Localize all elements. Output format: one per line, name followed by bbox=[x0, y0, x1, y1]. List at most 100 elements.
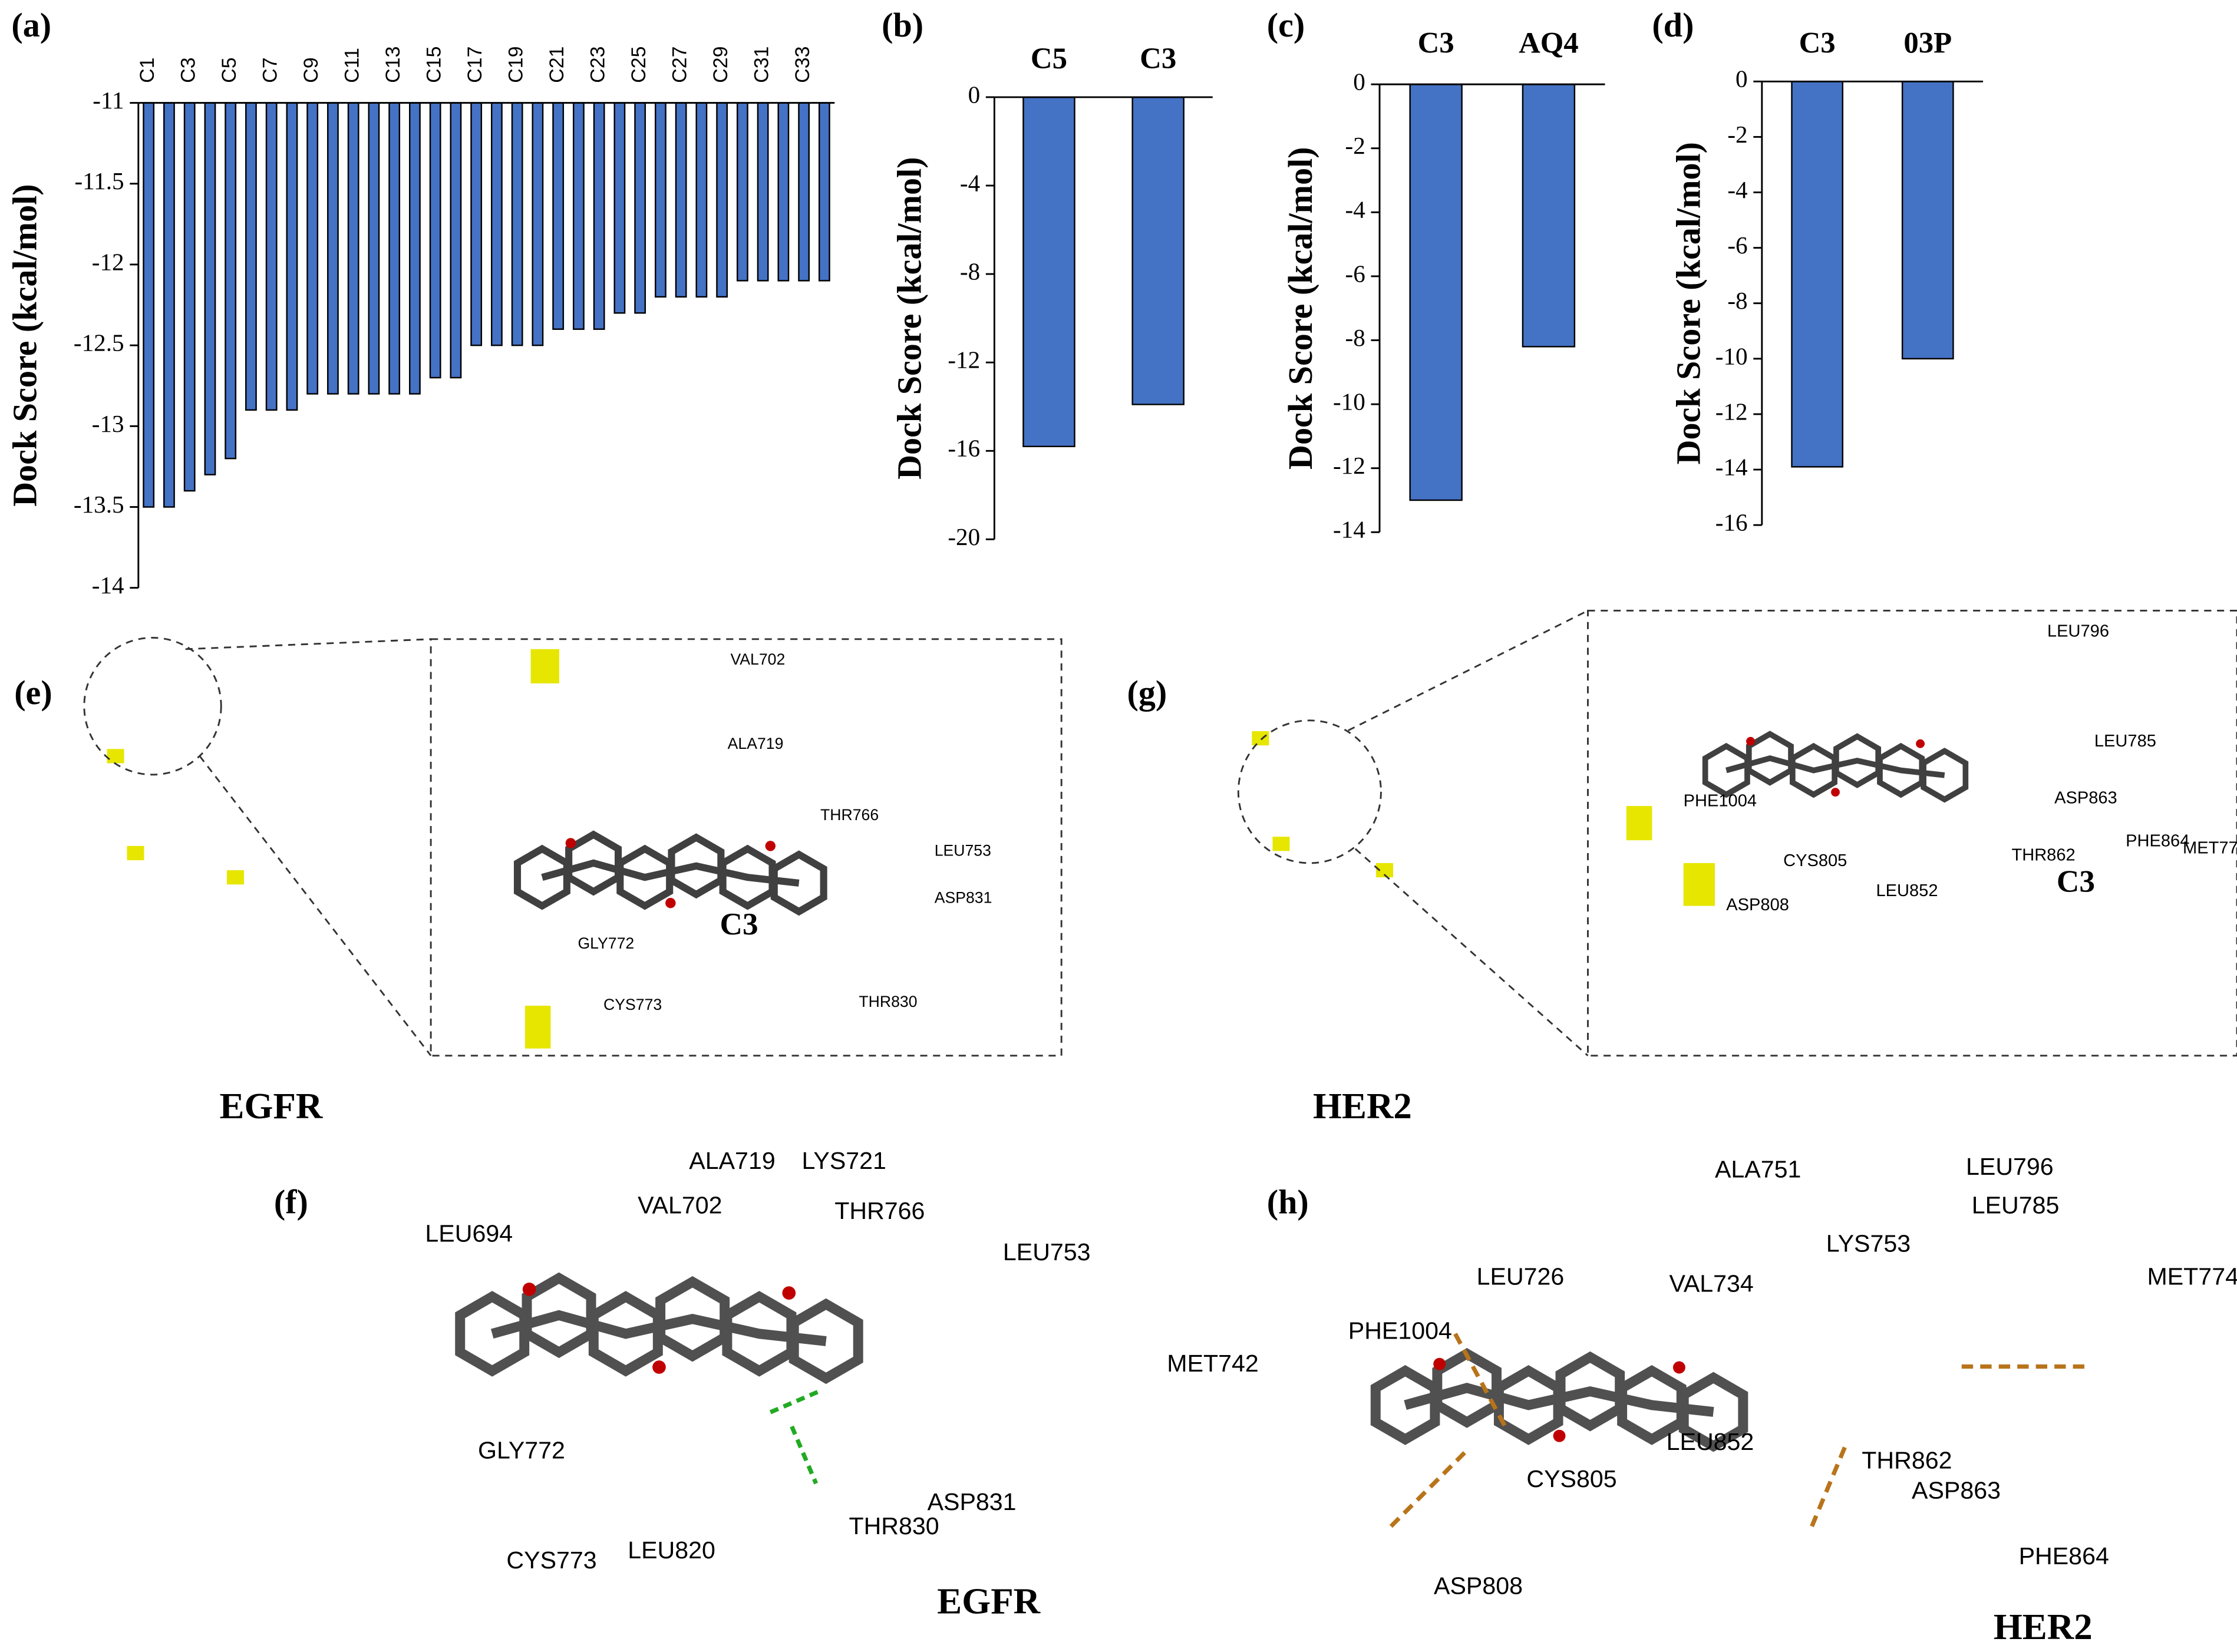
hbond bbox=[790, 1425, 819, 1485]
atom bbox=[1672, 1361, 1685, 1374]
residue-label: THR862 bbox=[1862, 1447, 1952, 1474]
x-tick-label: C5 bbox=[1031, 42, 1067, 75]
x-tick-label: C21 bbox=[546, 47, 568, 83]
ring bbox=[1617, 1365, 1687, 1445]
protein-name: HER2 bbox=[1313, 1085, 1412, 1126]
panel-label: (g) bbox=[1127, 673, 1167, 712]
residue-label: VAL734 bbox=[1669, 1270, 1753, 1297]
x-tick-label: C3 bbox=[1418, 26, 1454, 59]
residue-label: LEU785 bbox=[2094, 732, 2156, 751]
y-tick-label: -2 bbox=[1345, 132, 1365, 159]
residue-label: ASP808 bbox=[1726, 896, 1789, 914]
x-tick-label: C23 bbox=[587, 47, 609, 83]
residue-highlight bbox=[1626, 806, 1652, 841]
atom bbox=[665, 898, 676, 908]
residue-label: LEU820 bbox=[628, 1537, 715, 1564]
protein-name: HER2 bbox=[1994, 1606, 2093, 1647]
bar bbox=[143, 102, 155, 508]
residue-label: THR766 bbox=[834, 1197, 925, 1224]
ring bbox=[655, 1276, 730, 1362]
residue-label: PHE1004 bbox=[1684, 792, 1757, 811]
atom bbox=[522, 1282, 536, 1296]
residue-label: LEU796 bbox=[1966, 1153, 2054, 1180]
panel-label: (a) bbox=[11, 6, 51, 44]
x-tick-label: C19 bbox=[505, 47, 527, 83]
residue-label: ASP863 bbox=[1912, 1476, 2001, 1504]
bar bbox=[1901, 81, 1954, 360]
y-axis-label: Dock Score (kcal/mol) bbox=[6, 184, 44, 507]
bar bbox=[818, 102, 830, 282]
zoom-line bbox=[185, 638, 431, 650]
bar bbox=[675, 102, 687, 298]
y-tick-label: -20 bbox=[948, 523, 980, 550]
residue-label: CYS805 bbox=[1526, 1465, 1616, 1492]
residue-label: VAL702 bbox=[638, 1191, 722, 1218]
residue-label: LEU785 bbox=[1972, 1191, 2060, 1218]
ligand-name: C3 bbox=[2057, 864, 2095, 898]
residue-label: LEU796 bbox=[2047, 622, 2109, 640]
y-tick-label: -14 bbox=[1715, 454, 1748, 481]
zoom-circle bbox=[83, 636, 222, 776]
bar bbox=[388, 102, 401, 395]
x-tick-label: C1 bbox=[136, 57, 159, 82]
atom bbox=[782, 1286, 796, 1300]
y-axis-label: Dock Score (kcal/mol) bbox=[1669, 142, 1708, 464]
x-tick-label: AQ4 bbox=[1519, 26, 1579, 59]
bar bbox=[572, 102, 585, 330]
panel-label: (h) bbox=[1267, 1182, 1309, 1221]
residue-label: VAL702 bbox=[731, 650, 786, 668]
y-tick-label: -14 bbox=[92, 571, 124, 599]
y-tick-label: -4 bbox=[1727, 176, 1747, 203]
bar bbox=[327, 102, 339, 395]
bar bbox=[368, 102, 380, 395]
bar bbox=[593, 102, 605, 330]
bar bbox=[245, 102, 257, 411]
bar bbox=[532, 102, 544, 346]
residue-label: CYS805 bbox=[1783, 851, 1847, 870]
panel-label: (f) bbox=[274, 1182, 308, 1221]
zoom-inset bbox=[1587, 609, 2237, 1057]
y-axis-label: Dock Score (kcal/mol) bbox=[1281, 147, 1319, 470]
zoom-inset bbox=[430, 638, 1063, 1057]
bar bbox=[654, 102, 667, 298]
bar bbox=[265, 102, 278, 411]
zoom-line bbox=[1354, 848, 1589, 1056]
protein-name: EGFR bbox=[937, 1580, 1040, 1621]
atom bbox=[1553, 1429, 1566, 1442]
y-tick-label: -4 bbox=[960, 169, 980, 196]
panel-label: (e) bbox=[14, 673, 52, 712]
y-tick-label: -10 bbox=[1333, 388, 1365, 415]
bar bbox=[798, 102, 810, 282]
y-tick-label: -11.5 bbox=[74, 167, 124, 194]
ring bbox=[1877, 742, 1925, 798]
bar bbox=[777, 102, 790, 282]
ring bbox=[719, 844, 776, 910]
bar bbox=[491, 102, 503, 346]
atom bbox=[1831, 788, 1840, 797]
panel-label: (b) bbox=[882, 6, 923, 44]
y-tick-label: 0 bbox=[968, 81, 981, 108]
y-tick-label: -8 bbox=[1345, 324, 1365, 351]
residue-label: CYS773 bbox=[506, 1547, 596, 1574]
bar bbox=[1791, 81, 1844, 468]
y-tick-label: -2 bbox=[1727, 121, 1747, 148]
x-tick-label: C29 bbox=[710, 47, 732, 83]
x-tick-label: C17 bbox=[464, 47, 486, 83]
residue-highlight bbox=[524, 1006, 551, 1049]
y-axis-label: Dock Score (kcal/mol) bbox=[890, 157, 929, 479]
y-tick-label: -8 bbox=[960, 258, 980, 285]
residue-label: PHE864 bbox=[2126, 831, 2189, 850]
bar bbox=[204, 102, 216, 475]
residue-label: LEU852 bbox=[1667, 1428, 1754, 1455]
residue-highlight bbox=[1683, 863, 1715, 906]
residue-label: MET774 bbox=[2147, 1263, 2237, 1290]
y-tick-label: -12 bbox=[1715, 398, 1748, 425]
panel-label: (c) bbox=[1267, 6, 1305, 44]
y-tick-label: 0 bbox=[1353, 68, 1365, 95]
bar bbox=[511, 102, 523, 346]
bar bbox=[695, 102, 708, 298]
y-tick-label: -6 bbox=[1345, 260, 1365, 287]
bar bbox=[736, 102, 748, 282]
residue-highlight bbox=[226, 870, 244, 885]
